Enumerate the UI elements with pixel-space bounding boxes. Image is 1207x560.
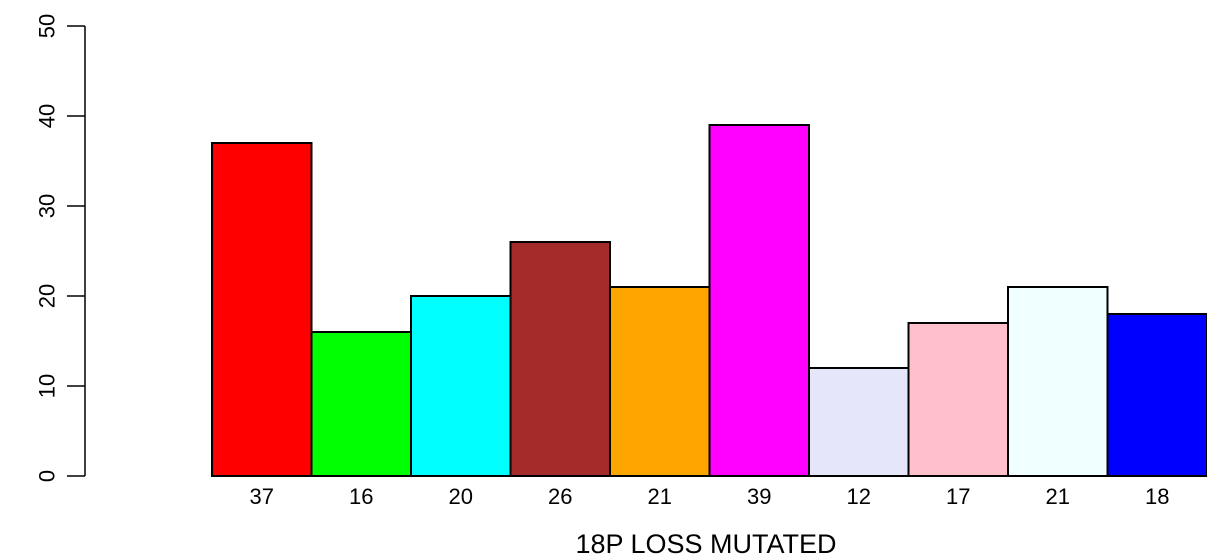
bar [609,286,711,477]
y-tick-label: 30 [35,194,60,218]
y-tick-label: 50 [35,14,60,38]
x-tick-label: 20 [449,484,473,509]
x-axis-title: 18P LOSS MUTATED [575,529,836,559]
x-tick-label: 21 [648,484,672,509]
x-tick-label: 18 [1145,484,1169,509]
bar [410,295,512,477]
y-tick-label: 10 [35,374,60,398]
bar [211,142,313,477]
x-tick-label: 17 [946,484,970,509]
bar [1106,313,1207,477]
x-tick-label: 39 [747,484,771,509]
x-tick-label: 26 [548,484,572,509]
y-axis: 0 10 20 30 40 50 [35,14,86,482]
x-tick-label: 37 [250,484,274,509]
bar [808,367,910,477]
x-tick-label: 21 [1046,484,1070,509]
y-tick-label: 20 [35,284,60,308]
bar [310,331,412,477]
bar [1007,286,1109,477]
bar [708,124,810,477]
y-tick-label: 0 [35,470,60,482]
bar-labels: 37 16 20 26 21 39 12 17 21 18 [250,484,1170,509]
bar [907,322,1009,477]
x-tick-label: 12 [847,484,871,509]
y-tick-label: 40 [35,104,60,128]
bars [211,124,1207,477]
bar [509,241,611,477]
x-tick-label: 16 [349,484,373,509]
